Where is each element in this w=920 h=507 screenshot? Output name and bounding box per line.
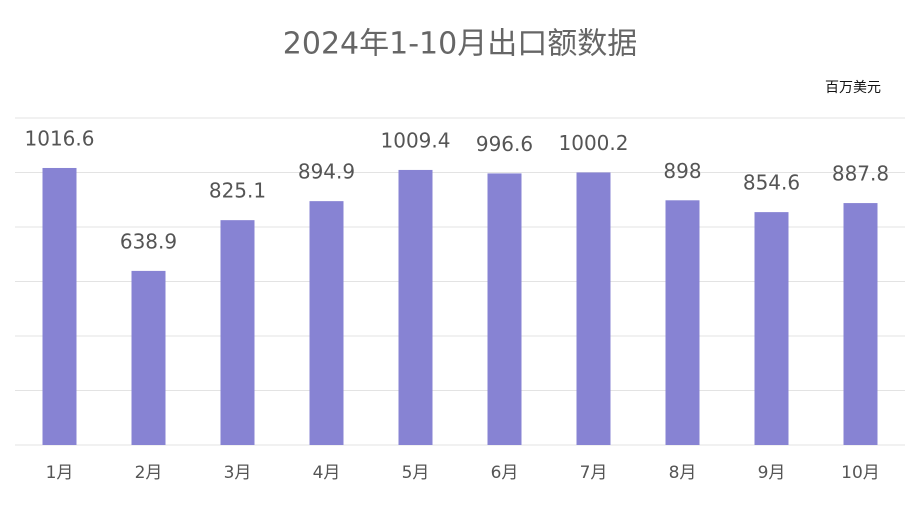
bar bbox=[42, 167, 77, 445]
value-label: 894.9 bbox=[298, 160, 355, 184]
x-tick-label: 1月 bbox=[46, 463, 74, 483]
bar bbox=[487, 173, 522, 445]
x-tick-label: 6月 bbox=[491, 463, 519, 483]
x-tick-label: 10月 bbox=[841, 463, 880, 483]
x-tick-label: 7月 bbox=[580, 463, 608, 483]
value-label: 898 bbox=[663, 159, 701, 183]
bar bbox=[131, 270, 166, 445]
chart-title: 2024年1-10月出口额数据 bbox=[283, 27, 637, 62]
x-tick-label: 3月 bbox=[224, 463, 252, 483]
bar bbox=[220, 220, 255, 445]
x-tick-label: 2月 bbox=[135, 463, 163, 483]
value-label: 638.9 bbox=[120, 229, 177, 253]
value-label: 996.6 bbox=[476, 132, 533, 156]
unit-label: 百万美元 bbox=[825, 80, 881, 96]
bar bbox=[576, 172, 611, 445]
x-tick-label: 8月 bbox=[669, 463, 697, 483]
x-tick-label: 5月 bbox=[402, 463, 430, 483]
bar bbox=[754, 212, 789, 445]
value-label: 825.1 bbox=[209, 179, 266, 203]
x-tick-label: 4月 bbox=[313, 463, 341, 483]
bar bbox=[398, 169, 433, 445]
value-label: 1016.6 bbox=[25, 126, 95, 150]
x-tick-label: 9月 bbox=[758, 463, 786, 483]
bar bbox=[843, 203, 878, 445]
bar bbox=[309, 201, 344, 445]
value-label: 887.8 bbox=[832, 162, 889, 186]
value-label: 1000.2 bbox=[559, 131, 629, 155]
bar bbox=[665, 200, 700, 445]
value-label: 1009.4 bbox=[381, 128, 451, 152]
value-label: 854.6 bbox=[743, 171, 800, 195]
